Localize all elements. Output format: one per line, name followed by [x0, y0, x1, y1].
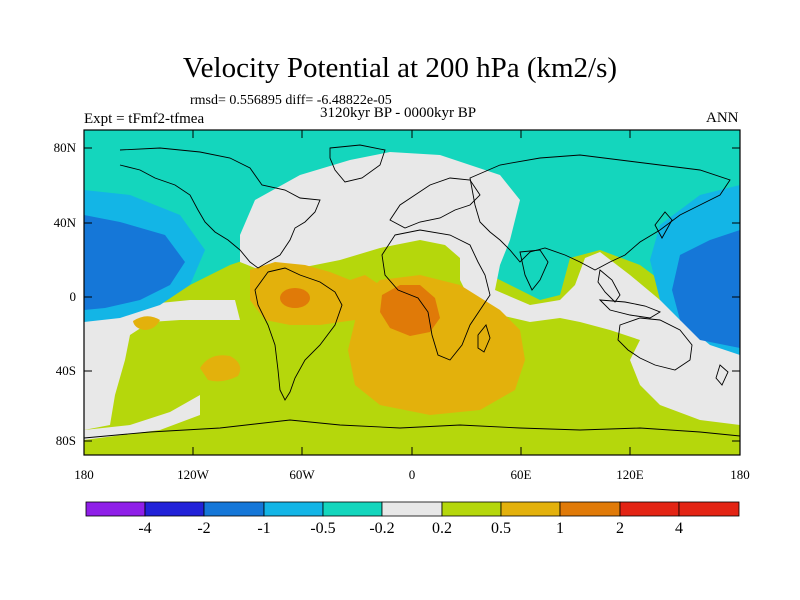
colorbar-label-9: 2: [616, 520, 624, 537]
map-title: Velocity Potential at 200 hPa (km2/s): [182, 52, 618, 84]
field-orange-southatlantic: [200, 355, 241, 382]
season-label: ANN: [706, 110, 739, 126]
colorbar-box-9: [559, 501, 621, 517]
coast-europe: [389, 177, 481, 229]
colorbar-label-8: 1: [556, 520, 564, 537]
colorbar-box-1: [85, 501, 146, 517]
colorbar-box-5: [322, 501, 383, 517]
lat-label-80s: 80S: [55, 433, 76, 448]
colorbar-label-10: 4: [675, 520, 683, 537]
experiment-label: Expt = tFmf2-tfmea: [84, 111, 205, 127]
coast-north-america: [119, 147, 321, 269]
lat-label-80n: 80N: [53, 140, 76, 155]
coast-indonesia: [598, 299, 662, 319]
lon-label-60w: 60W: [289, 467, 315, 482]
lon-label-180w: 180: [74, 467, 94, 482]
lon-label-120w: 120W: [177, 467, 209, 482]
lat-label-40s: 40S: [55, 363, 76, 378]
stats-line: rmsd= 0.556895 diff= -6.48822e-05: [190, 93, 392, 108]
lat-label-0: 0: [69, 289, 77, 304]
colorbar-label-4: -0.5: [310, 520, 336, 537]
field-orange-pacific-small: [133, 316, 160, 330]
colorbar-box-6: [381, 501, 443, 517]
colorbar-label-1: -4: [138, 520, 152, 537]
field-blue-east: [672, 230, 740, 348]
colorbar: [85, 501, 740, 517]
field-blue-west: [84, 215, 185, 310]
colorbar-label-3: -1: [257, 520, 271, 537]
coast-australia: [617, 317, 693, 371]
coast-africa: [381, 229, 491, 361]
coast-new-zealand: [715, 364, 729, 386]
coast-se-asia: [597, 269, 621, 303]
field-darkorange-africa: [380, 285, 440, 336]
colorbar-box-10: [619, 501, 680, 517]
coast-asia: [469, 154, 731, 271]
tick-marks: [83, 130, 741, 455]
field-neutral: [240, 152, 740, 425]
lon-label-60e: 60E: [510, 467, 532, 482]
colorbar-box-3: [203, 501, 265, 517]
colorbar-label-6: 0.2: [432, 520, 452, 537]
coast-india: [519, 249, 549, 291]
period-label: 3120kyr BP - 0000kyr BP: [320, 105, 477, 121]
coast-japan: [654, 211, 673, 239]
lat-label-40n: 40N: [53, 215, 76, 230]
colorbar-box-11: [678, 501, 740, 517]
colorbar-label-2: -2: [197, 520, 211, 537]
field-orange-americas: [250, 262, 380, 325]
colorbar-label-5: -0.2: [369, 520, 395, 537]
colorbar-box-4: [263, 501, 324, 517]
lon-label-120e: 120E: [616, 467, 644, 482]
lon-label-0: 0: [408, 467, 416, 482]
colorbar-box-8: [500, 501, 561, 517]
coast-south-america: [254, 267, 343, 401]
field-darkorange-americas: [280, 288, 310, 308]
coast-antarctica: [84, 419, 740, 439]
coastlines: [84, 144, 740, 439]
colorbar-box-7: [441, 501, 502, 517]
colorbar-box-2: [144, 501, 205, 517]
lon-label-180e: 180: [730, 467, 750, 482]
contour-field: [84, 130, 740, 455]
coast-greenland: [329, 144, 386, 183]
field-neutral-pacific: [84, 300, 240, 430]
colorbar-label-7: 0.5: [491, 520, 511, 537]
field-neutral-south-pacific: [84, 395, 200, 440]
coast-madagascar: [477, 324, 491, 353]
